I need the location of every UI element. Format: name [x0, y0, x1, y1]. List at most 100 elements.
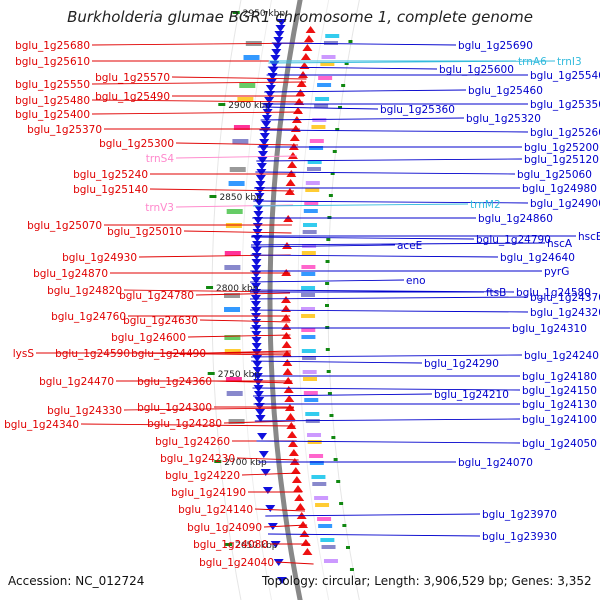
reverse-strand-gene	[265, 85, 276, 92]
right-gene-label: bglu_1g25460	[468, 85, 543, 97]
reverse-strand-gene	[255, 181, 266, 188]
reverse-strand-gene	[251, 349, 262, 356]
cog-block	[314, 496, 329, 500]
reverse-strand-gene	[251, 343, 262, 350]
cog-block	[309, 454, 324, 458]
tick-mark	[207, 372, 215, 375]
forward-strand-gene	[281, 314, 292, 321]
right-gene-label: trnA6	[518, 56, 547, 68]
reverse-strand-gene	[251, 271, 262, 278]
reverse-strand-gene	[276, 19, 287, 26]
minor-tick	[339, 502, 344, 505]
left-gene-label: bglu_1g24330	[47, 405, 122, 417]
cog-block	[301, 293, 316, 297]
tick-label: 2800 kbp	[216, 284, 259, 294]
reverse-strand-gene	[258, 451, 269, 458]
right-gene-label: bglu_1g25200	[524, 142, 599, 154]
right-gene-label: trnI3	[557, 56, 582, 68]
cog-block	[228, 419, 245, 424]
left-leader-line	[91, 81, 307, 85]
right-gene-label: bglu_1g25540	[530, 70, 600, 82]
left-gene-label: bglu_1g25550	[15, 79, 90, 91]
left-leader-line	[275, 561, 314, 565]
right-leader-line	[264, 89, 467, 93]
right-leader-line	[253, 200, 529, 204]
cog-block	[309, 146, 324, 150]
right-leader-line	[250, 244, 396, 248]
reverse-strand-gene	[264, 97, 275, 104]
minor-tick	[331, 436, 336, 439]
right-leader-line	[254, 418, 521, 422]
right-leader-line	[250, 279, 405, 283]
left-gene-label: bglu_1g25010	[107, 226, 182, 238]
reverse-strand-gene	[255, 415, 266, 422]
forward-strand-gene	[294, 98, 305, 105]
left-gene-label: bglu_1g24300	[137, 402, 212, 414]
right-gene-label: bglu_1g24070	[458, 457, 533, 469]
cog-block	[317, 517, 332, 521]
right-gene-label: bglu_1g25320	[466, 113, 541, 125]
cog-block	[321, 55, 336, 59]
reverse-strand-gene	[251, 313, 262, 320]
right-leader-line	[250, 242, 546, 246]
cog-block	[225, 377, 242, 382]
left-gene-label: bglu_1g25070	[27, 220, 102, 232]
left-gene-label: bglu_1g25300	[99, 138, 174, 150]
right-gene-label: aceE	[397, 240, 422, 252]
tick-label: 2950 kbp	[243, 9, 286, 19]
reverse-strand-gene	[255, 409, 266, 416]
cog-block	[312, 482, 327, 486]
reverse-strand-gene	[253, 211, 264, 218]
right-leader-line	[250, 254, 499, 258]
left-leader-line	[207, 350, 291, 354]
tick-label: 2850 kbp	[219, 193, 262, 203]
left-gene-label: bglu_1g25140	[73, 184, 148, 196]
tick-mark	[206, 286, 214, 289]
cog-block	[312, 118, 327, 122]
left-leader-line	[80, 423, 296, 427]
tick-label: 2700 kbp	[224, 458, 267, 468]
cog-block	[304, 398, 319, 402]
right-gene-label: bglu_1g24790	[476, 234, 551, 246]
forward-strand-gene	[282, 359, 293, 366]
topology-text: Topology: circular; Length: 3,906,529 bp…	[262, 574, 592, 588]
reverse-strand-gene	[258, 151, 269, 158]
reverse-strand-gene	[253, 205, 264, 212]
cog-block	[239, 83, 256, 88]
forward-strand-gene	[282, 368, 293, 375]
right-gene-label: bglu_1g24150	[522, 385, 597, 397]
left-leader-line	[183, 230, 292, 234]
left-gene-label: bglu_1g24820	[47, 285, 122, 297]
cog-block	[301, 335, 316, 339]
reverse-strand-gene	[270, 55, 281, 62]
right-gene-label: bglu_1g25120	[524, 154, 599, 166]
cog-block	[226, 391, 243, 396]
genome-backbone	[267, 0, 303, 600]
right-gene-label: hscB	[578, 231, 600, 243]
right-gene-label: bglu_1g24860	[478, 213, 553, 225]
reverse-strand-gene	[270, 541, 281, 548]
label-leader-lines	[36, 42, 576, 565]
forward-strand-gene	[303, 35, 314, 42]
tick-mark	[225, 543, 233, 546]
reverse-strand-gene	[259, 139, 270, 146]
reverse-strand-gene	[251, 301, 262, 308]
forward-strand-gene	[289, 134, 300, 141]
forward-strand-gene	[289, 458, 300, 465]
forward-strand-gene	[284, 188, 295, 195]
cog-block	[303, 223, 318, 227]
cog-block	[307, 440, 322, 444]
reverse-strand-gene	[275, 25, 286, 32]
cog-block	[307, 433, 322, 437]
cog-block	[311, 475, 326, 479]
left-gene-label: bglu_1g24600	[111, 332, 186, 344]
left-gene-label: bglu_1g24870	[33, 268, 108, 280]
minor-tick	[327, 216, 332, 219]
right-gene-label: bglu_1g25690	[458, 40, 533, 52]
forward-strand-gene	[288, 449, 299, 456]
right-gene-label: bglu_1g24180	[522, 371, 597, 383]
left-gene-label: bglu_1g24080	[193, 539, 268, 551]
reverse-strand-gene	[253, 385, 264, 392]
minor-tick	[325, 260, 330, 263]
reverse-strand-gene	[251, 253, 262, 260]
